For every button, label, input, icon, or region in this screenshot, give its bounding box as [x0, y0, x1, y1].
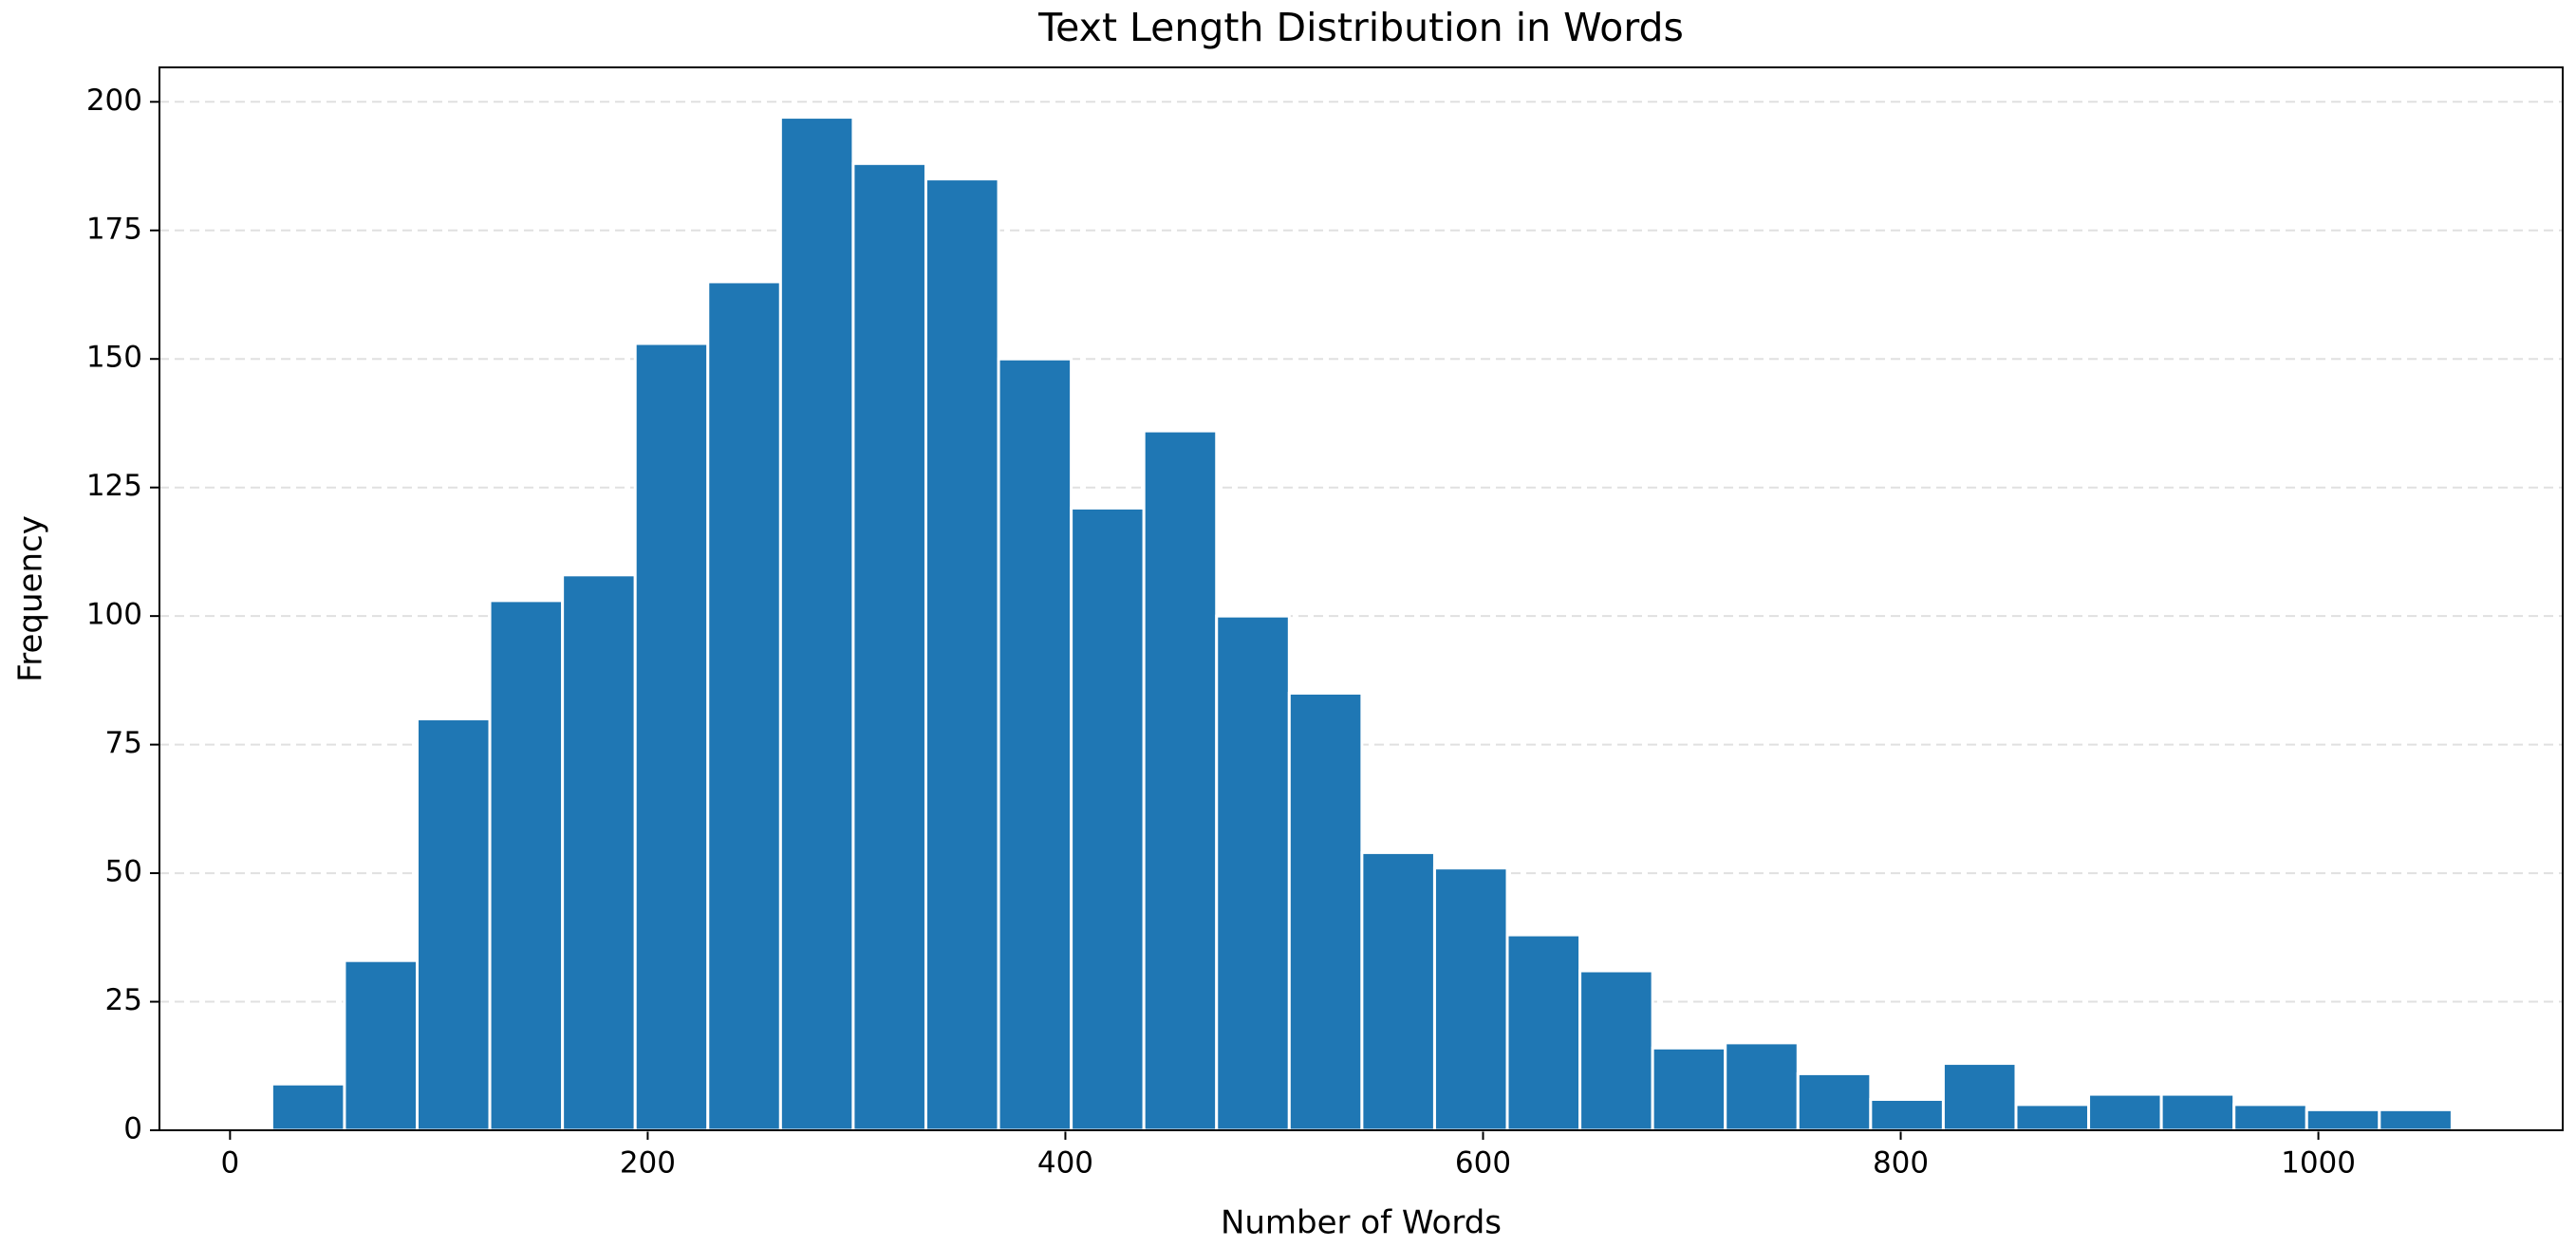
- x-tick-label: 1000: [2281, 1146, 2356, 1181]
- bar: [1941, 1062, 2018, 1132]
- bar: [706, 280, 782, 1132]
- y-tick-label: 100: [86, 598, 142, 632]
- x-tick-label: 800: [1873, 1146, 1929, 1181]
- bar: [1505, 933, 1582, 1132]
- bar: [1724, 1041, 1800, 1132]
- bar: [1360, 850, 1436, 1132]
- y-tick-label: 150: [86, 341, 142, 375]
- plot-frame: [159, 66, 2564, 1131]
- bar: [2305, 1107, 2381, 1132]
- x-tick-label: 400: [1037, 1146, 1093, 1181]
- bar: [633, 342, 710, 1132]
- y-axis-label: Frequency: [12, 515, 50, 682]
- y-tick-label: 200: [86, 84, 142, 118]
- bar: [2378, 1107, 2454, 1132]
- bar: [1796, 1071, 1873, 1132]
- x-tick-label: 600: [1455, 1146, 1511, 1181]
- x-tick-label: 200: [620, 1146, 676, 1181]
- bar: [416, 717, 492, 1132]
- bar: [778, 116, 855, 1132]
- x-tick-label: 0: [220, 1146, 239, 1181]
- bar: [1215, 614, 1291, 1132]
- bar: [1651, 1046, 1727, 1132]
- bar: [2232, 1103, 2308, 1132]
- x-axis-label: Number of Words: [1221, 1204, 1502, 1242]
- bar: [1869, 1097, 1945, 1132]
- y-tick-label: 75: [105, 726, 142, 760]
- bar: [1578, 969, 1654, 1132]
- bar: [488, 599, 565, 1132]
- y-tick-label: 50: [105, 855, 142, 889]
- bar: [851, 161, 927, 1132]
- bar: [924, 177, 1000, 1132]
- bar: [561, 573, 637, 1132]
- bar: [997, 357, 1073, 1132]
- y-tick-label: 25: [105, 983, 142, 1017]
- y-tick-label: 0: [123, 1112, 142, 1146]
- bar: [2014, 1103, 2091, 1132]
- y-tick-label: 175: [86, 212, 142, 246]
- bar: [270, 1082, 346, 1132]
- bar: [343, 959, 420, 1132]
- bar: [2159, 1092, 2236, 1132]
- bar: [1432, 866, 1509, 1132]
- chart-title: Text Length Distribution in Words: [1037, 5, 1684, 50]
- bar: [1287, 691, 1364, 1132]
- bar: [2087, 1092, 2163, 1132]
- bar: [1142, 429, 1219, 1132]
- bar: [1070, 506, 1146, 1132]
- y-tick-label: 125: [86, 469, 142, 503]
